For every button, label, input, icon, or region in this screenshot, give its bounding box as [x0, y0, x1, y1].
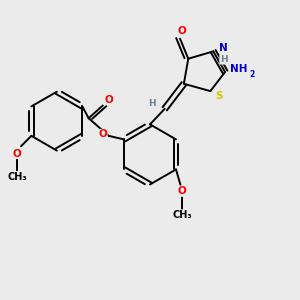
Text: O: O: [177, 26, 186, 36]
Text: S: S: [215, 92, 223, 101]
Text: O: O: [178, 186, 186, 196]
Text: CH₃: CH₃: [172, 210, 192, 220]
Text: O: O: [98, 129, 107, 140]
Text: H: H: [148, 99, 156, 108]
Text: CH₃: CH₃: [8, 172, 27, 182]
Text: 2: 2: [249, 70, 254, 79]
Text: NH: NH: [230, 64, 248, 74]
Text: N: N: [219, 43, 228, 53]
Text: H: H: [220, 55, 227, 64]
Text: O: O: [104, 95, 113, 105]
Text: O: O: [13, 148, 22, 158]
